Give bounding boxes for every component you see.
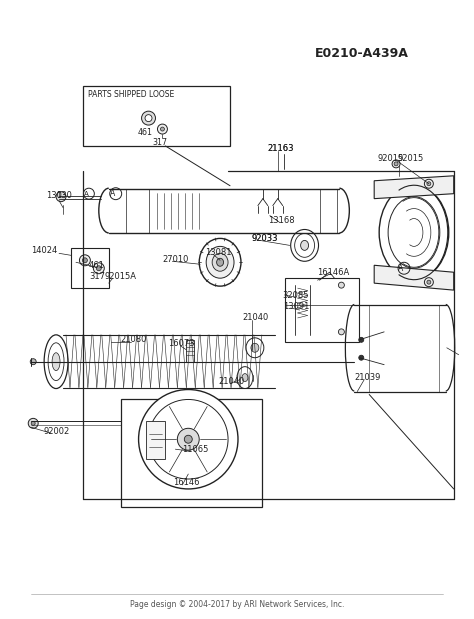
Text: E0210-A439A: E0210-A439A xyxy=(315,47,409,60)
Text: 21040: 21040 xyxy=(242,313,268,322)
Text: 92002: 92002 xyxy=(43,426,69,436)
Text: 317: 317 xyxy=(153,139,168,147)
Ellipse shape xyxy=(44,335,68,389)
Text: 21163: 21163 xyxy=(268,144,294,154)
Text: 461: 461 xyxy=(89,261,105,270)
Text: 11065: 11065 xyxy=(182,444,209,454)
Ellipse shape xyxy=(206,246,234,278)
Ellipse shape xyxy=(48,343,64,381)
Polygon shape xyxy=(146,422,165,459)
Text: Page design © 2004-2017 by ARI Network Services, Inc.: Page design © 2004-2017 by ARI Network S… xyxy=(130,600,344,608)
Text: 27010: 27010 xyxy=(163,255,189,264)
Circle shape xyxy=(424,278,433,287)
Circle shape xyxy=(338,329,345,335)
Circle shape xyxy=(145,115,152,121)
Polygon shape xyxy=(374,176,454,199)
Ellipse shape xyxy=(251,344,259,352)
Ellipse shape xyxy=(246,338,264,358)
Text: PARTS SHIPPED LOOSE: PARTS SHIPPED LOOSE xyxy=(88,90,174,99)
Polygon shape xyxy=(285,278,359,342)
Circle shape xyxy=(427,280,431,284)
Ellipse shape xyxy=(148,399,228,479)
Circle shape xyxy=(30,358,36,365)
Ellipse shape xyxy=(138,389,238,489)
Bar xyxy=(83,86,230,146)
Ellipse shape xyxy=(217,258,224,266)
Circle shape xyxy=(359,337,364,342)
Text: 130: 130 xyxy=(46,191,62,200)
Circle shape xyxy=(394,162,398,166)
Text: 32085: 32085 xyxy=(283,290,309,300)
Ellipse shape xyxy=(237,366,253,389)
Text: 16146A: 16146A xyxy=(318,268,350,277)
Circle shape xyxy=(427,182,431,186)
Bar xyxy=(186,340,194,361)
Ellipse shape xyxy=(184,435,192,443)
Circle shape xyxy=(142,111,155,125)
Circle shape xyxy=(28,418,38,428)
Circle shape xyxy=(80,255,91,266)
Text: 461: 461 xyxy=(137,128,153,137)
Circle shape xyxy=(31,422,35,425)
Bar xyxy=(121,399,262,507)
Polygon shape xyxy=(374,266,454,290)
Circle shape xyxy=(161,127,164,131)
Circle shape xyxy=(157,124,167,134)
Ellipse shape xyxy=(301,240,309,250)
Text: 16146: 16146 xyxy=(173,478,200,488)
Text: A: A xyxy=(399,264,404,273)
Ellipse shape xyxy=(199,238,241,286)
Ellipse shape xyxy=(388,197,440,268)
Text: 130: 130 xyxy=(56,191,72,200)
Text: 21163: 21163 xyxy=(268,144,294,154)
Text: A: A xyxy=(110,189,115,198)
Text: 317: 317 xyxy=(89,272,105,280)
Ellipse shape xyxy=(291,230,319,261)
Text: 14024: 14024 xyxy=(31,246,57,255)
Text: 21080: 21080 xyxy=(121,335,147,344)
Text: A: A xyxy=(83,191,88,197)
Ellipse shape xyxy=(379,185,449,280)
Text: 92015: 92015 xyxy=(377,154,403,163)
Text: 92033: 92033 xyxy=(252,234,278,243)
Text: 13091: 13091 xyxy=(283,301,309,311)
Circle shape xyxy=(392,160,400,168)
Circle shape xyxy=(82,258,87,263)
Ellipse shape xyxy=(177,428,199,450)
Text: 13168: 13168 xyxy=(268,216,294,225)
Text: 16073: 16073 xyxy=(168,339,195,348)
Text: 92033: 92033 xyxy=(252,234,278,243)
Text: 13081: 13081 xyxy=(205,248,232,257)
Circle shape xyxy=(359,355,364,360)
Ellipse shape xyxy=(212,253,228,271)
Circle shape xyxy=(93,263,104,274)
Ellipse shape xyxy=(52,353,60,371)
Ellipse shape xyxy=(242,374,248,381)
Ellipse shape xyxy=(295,233,315,258)
Text: 21039: 21039 xyxy=(354,373,381,382)
Text: 92015A: 92015A xyxy=(105,272,137,280)
Text: 21040: 21040 xyxy=(218,377,245,386)
Bar xyxy=(71,248,109,288)
Circle shape xyxy=(56,192,66,202)
Text: 92015: 92015 xyxy=(397,154,423,163)
Circle shape xyxy=(338,282,345,288)
Circle shape xyxy=(424,180,433,188)
Circle shape xyxy=(96,266,101,271)
